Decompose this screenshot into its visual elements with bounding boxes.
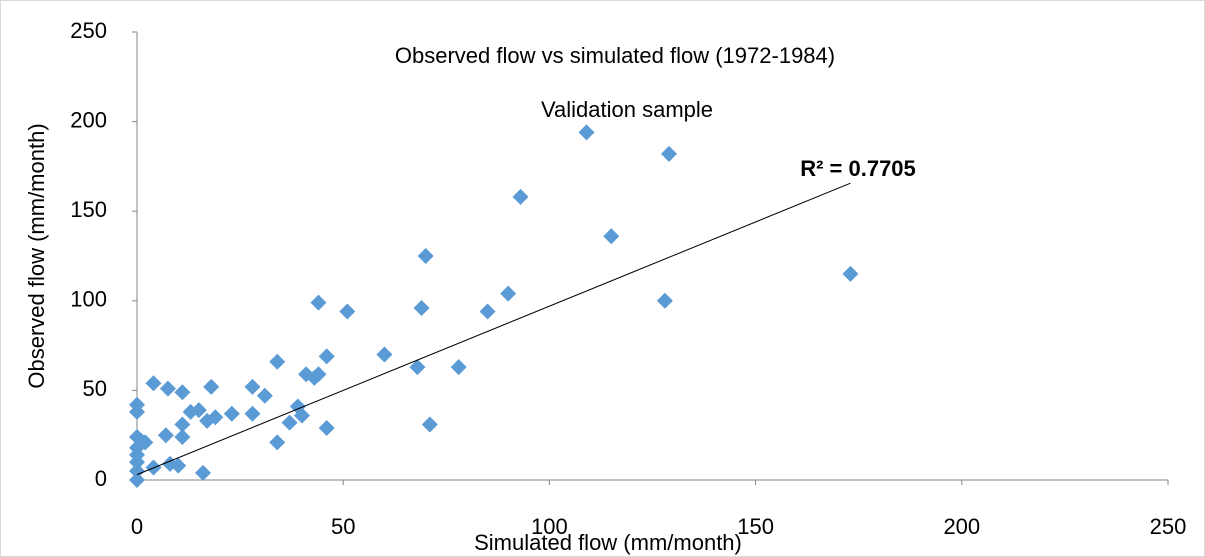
point <box>417 248 434 264</box>
point <box>450 359 467 376</box>
point <box>318 420 335 437</box>
y-tick-label: 200 <box>70 107 107 132</box>
point <box>500 285 517 302</box>
y-tick-label: 0 <box>95 466 107 491</box>
point <box>310 294 327 311</box>
r-squared: R² = 0.7705 <box>800 156 916 181</box>
y-tick-label: 250 <box>70 18 107 43</box>
y-tick-label: 150 <box>70 197 107 222</box>
point <box>129 463 145 480</box>
y-tick-label: 100 <box>70 287 107 312</box>
point <box>194 464 211 481</box>
x-tick-label: 50 <box>331 514 355 539</box>
point <box>244 378 261 395</box>
x-tick-label: 150 <box>737 514 774 539</box>
point <box>137 434 154 451</box>
point <box>409 359 426 376</box>
point <box>293 407 310 424</box>
point <box>159 380 176 397</box>
x-tick-label: 0 <box>131 514 143 539</box>
y-axis-label: Observed flow (mm/month) <box>24 123 49 388</box>
point <box>256 387 273 404</box>
point <box>421 416 438 433</box>
x-axis-label: Simulated flow (mm/month) <box>474 530 742 555</box>
point <box>244 405 261 422</box>
point <box>318 348 335 365</box>
point <box>174 384 191 401</box>
y-tick-label: 50 <box>83 376 107 401</box>
point <box>207 409 224 426</box>
point <box>203 378 220 395</box>
point <box>376 346 393 363</box>
point <box>129 403 145 420</box>
point <box>603 228 620 245</box>
chart-title: Observed flow vs simulated flow (1972-19… <box>395 43 835 68</box>
point <box>512 188 529 205</box>
point <box>170 457 187 474</box>
point <box>190 402 207 419</box>
point <box>656 292 673 309</box>
x-tick-label: 100 <box>531 514 568 539</box>
point <box>269 353 286 370</box>
point <box>157 427 174 444</box>
x-tick-label: 200 <box>943 514 980 539</box>
point <box>578 124 595 141</box>
point <box>842 265 859 282</box>
x-tick-label: 250 <box>1150 514 1187 539</box>
point <box>174 428 191 445</box>
point <box>129 472 145 488</box>
chart-subtitle: Validation sample <box>541 97 713 122</box>
point <box>660 145 677 162</box>
point <box>310 366 327 383</box>
point <box>145 375 162 392</box>
point <box>281 414 298 431</box>
point <box>174 416 191 433</box>
point <box>479 303 496 320</box>
trendline <box>136 182 851 476</box>
point <box>339 303 356 320</box>
point <box>413 299 430 316</box>
point <box>223 405 240 422</box>
point <box>269 434 286 451</box>
